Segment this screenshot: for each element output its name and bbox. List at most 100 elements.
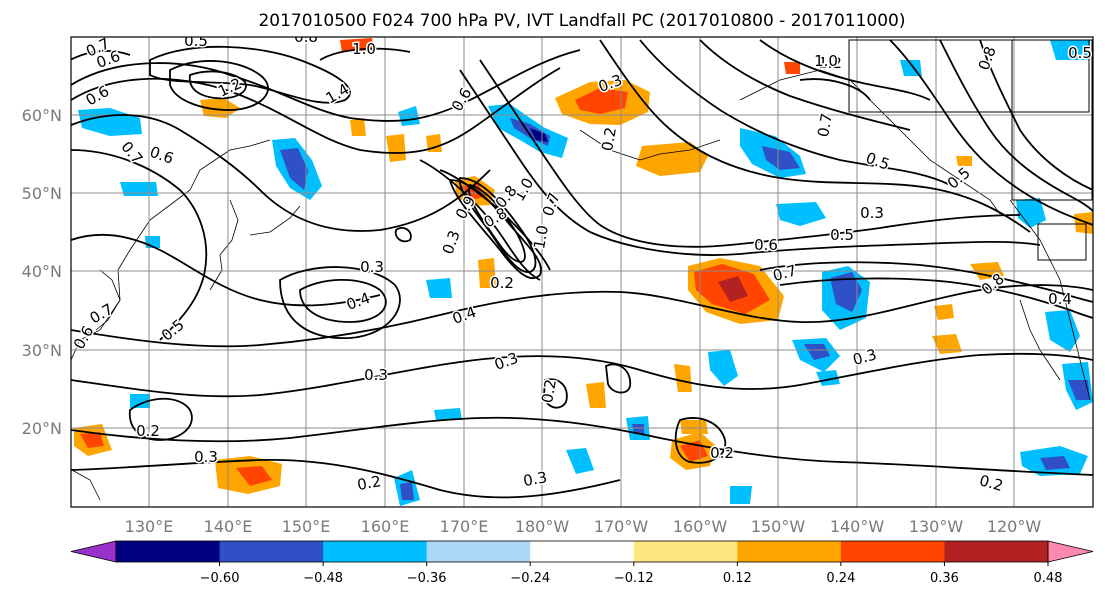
anomaly-patch <box>776 202 826 226</box>
grid-lines <box>71 37 1093 507</box>
colorbar-tick-label: −0.36 <box>407 571 447 586</box>
anomaly-patch <box>1074 212 1093 234</box>
colorbar-tick-label: −0.12 <box>614 571 654 586</box>
anomaly-patch <box>804 344 830 360</box>
longitude-label: 140°E <box>204 517 253 536</box>
longitude-label: 140°W <box>830 517 885 536</box>
contour-label: 0.6 <box>754 236 778 254</box>
colorbar-tick-label: 0.48 <box>1034 571 1063 586</box>
colorbar-segment <box>323 541 428 562</box>
latitude-label: 60°N <box>22 106 62 125</box>
anomaly-patch <box>1050 40 1090 60</box>
anomaly-patch <box>762 146 800 170</box>
colorbar-extend-low <box>70 540 117 563</box>
colorbar-segment <box>633 541 738 562</box>
contour-label: 0.2 <box>598 126 620 153</box>
contour-label: 0.3 <box>194 448 218 466</box>
anomaly-patch <box>586 382 606 408</box>
colorbar <box>70 540 1094 563</box>
colorbar-segment <box>219 541 324 562</box>
anomaly-patch <box>674 364 692 392</box>
colorbar-tick-label: −0.48 <box>303 571 343 586</box>
colorbar-segment <box>116 541 221 562</box>
contour-label: 0.2 <box>710 444 734 462</box>
colorbar-tick-label: 0.36 <box>930 571 959 586</box>
contour-label: 0.3 <box>364 366 388 384</box>
latitude-label: 40°N <box>22 262 62 281</box>
latitude-label: 30°N <box>22 341 62 360</box>
colorbar-extend-high <box>1047 540 1094 563</box>
anomaly-patch <box>816 370 840 386</box>
longitude-label: 160°W <box>673 517 728 536</box>
colorbar-tick-label: −0.60 <box>200 571 240 586</box>
longitude-label: 120°W <box>987 517 1042 536</box>
figure-title: 2017010500 F024 700 hPa PV, IVT Landfall… <box>258 11 905 31</box>
anomaly-patch <box>120 182 158 196</box>
colorbar-segment <box>737 541 842 562</box>
anomaly-patch <box>718 276 748 302</box>
contour-label: 0.3 <box>860 204 884 222</box>
anomaly-patch <box>478 258 496 288</box>
anomaly-patch <box>1068 380 1090 400</box>
contour-label: 0.2 <box>356 472 383 494</box>
inset-boxes <box>848 39 1093 261</box>
anomaly-patch <box>460 184 486 200</box>
colorbar-ticks: −0.60 −0.48 −0.36 −0.24 −0.12 0.12 0.24 0.36 0.4… <box>200 562 1063 586</box>
longitude-label: 150°E <box>282 517 331 536</box>
colorbar-segment <box>530 541 635 562</box>
contour-label: 0.2 <box>538 378 560 405</box>
latitude-labels: 60°N 50°N 40°N 30°N 20°N <box>22 106 62 438</box>
longitude-label: 180°W <box>515 517 570 536</box>
anomaly-patch <box>1016 198 1046 228</box>
contour-label: 0.8 <box>294 28 318 46</box>
map-area: 0.70.60.5 0.81.01.2 1.40.60.7 0.60.30.20.30… <box>71 28 1093 507</box>
contour-label: 0.3 <box>522 468 549 490</box>
anomaly-patch <box>575 88 628 114</box>
anomaly-patch <box>956 156 972 166</box>
contour-label: 0.3 <box>360 258 384 276</box>
anomaly-patch <box>80 432 104 448</box>
longitude-label: 150°W <box>751 517 806 536</box>
contour-label: 0.4 <box>1048 290 1072 308</box>
anomaly-patch <box>566 448 594 474</box>
anomaly-patch <box>426 278 452 298</box>
colorbar-segment <box>840 541 945 562</box>
anomaly-patch <box>386 134 406 162</box>
anomaly-patch <box>632 424 644 434</box>
contour-label: 0.2 <box>490 274 514 292</box>
colorbar-tick-label: 0.24 <box>826 571 855 586</box>
anomaly-patch <box>1045 310 1080 352</box>
contour-label: 0.5 <box>830 226 854 244</box>
anomaly-patch <box>400 482 414 500</box>
colorbar-tick-label: 0.12 <box>723 571 752 586</box>
anomaly-patch <box>680 420 708 434</box>
longitude-label: 130°W <box>909 517 964 536</box>
anomaly-patch <box>708 350 738 386</box>
latitude-label: 50°N <box>22 184 62 203</box>
colorbar-segment <box>944 541 1049 562</box>
anomaly-patch <box>1040 456 1070 470</box>
contour-label: 1.2 <box>818 54 842 72</box>
anomaly-patch <box>130 394 150 408</box>
contour-label: 0.2 <box>136 422 160 440</box>
anomaly-patch <box>236 466 272 486</box>
anomaly-patch <box>784 62 800 74</box>
anomaly-patch <box>350 118 366 136</box>
contour-label: 1.0 <box>814 52 838 70</box>
anomaly-patch <box>934 304 954 320</box>
anomaly-patch <box>932 334 962 354</box>
longitude-labels: 130°E 140°E 150°E 160°E 170°E 180°W 170°W 160°W… <box>125 517 1042 536</box>
anomaly-patch <box>280 148 308 190</box>
pv-contours <box>71 39 1093 499</box>
longitude-label: 170°W <box>594 517 649 536</box>
anomaly-patch <box>200 98 240 118</box>
anomaly-patch <box>636 142 708 176</box>
longitude-label: 130°E <box>125 517 174 536</box>
colorbar-tick-label: −0.24 <box>510 571 550 586</box>
contour-label: 1.0 <box>352 40 376 58</box>
pc-shading <box>74 38 1093 506</box>
colorbar-frame <box>115 540 1049 563</box>
longitude-label: 160°E <box>361 517 410 536</box>
anomaly-patch <box>426 134 442 152</box>
